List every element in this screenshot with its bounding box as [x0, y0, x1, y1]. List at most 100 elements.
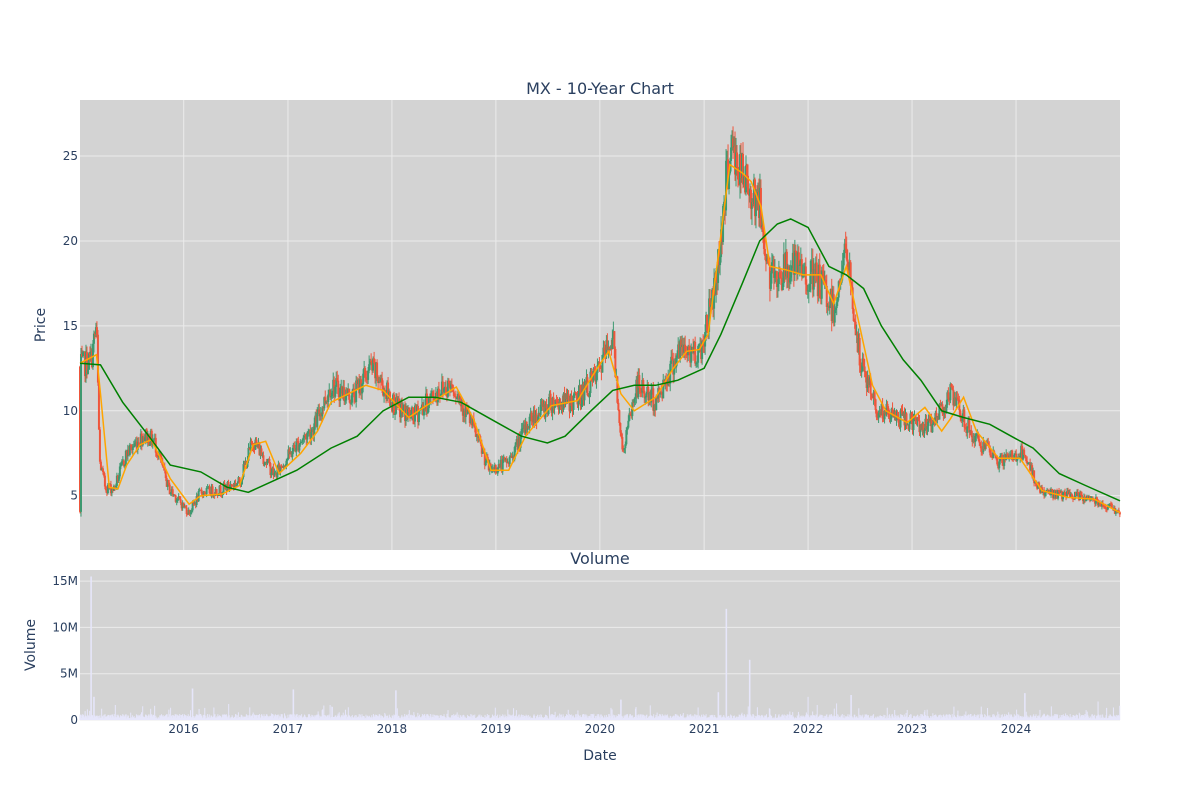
volume-y-tick-label: 5M [60, 667, 78, 681]
candle-body [205, 488, 208, 494]
volume-bar [662, 715, 664, 720]
volume-bar [125, 714, 127, 720]
volume-bar [81, 718, 83, 720]
volume-bar [970, 713, 972, 720]
volume-bar [171, 716, 173, 720]
volume-bar [170, 707, 172, 720]
volume-bar [649, 705, 651, 720]
volume-bar [99, 715, 101, 720]
volume-bar [285, 718, 287, 720]
volume-bar [490, 717, 492, 720]
volume-bar [426, 718, 428, 720]
volume-bar [758, 714, 760, 720]
volume-bar [641, 715, 643, 720]
volume-bar [416, 716, 418, 720]
candle-body [1043, 489, 1046, 496]
candle-body [184, 505, 187, 508]
volume-bar [696, 715, 698, 720]
volume-bar [1063, 715, 1065, 720]
volume-bar [958, 715, 960, 720]
volume-bar [88, 716, 90, 720]
volume-bar [345, 718, 347, 720]
candle-body [280, 465, 283, 468]
candle-body [128, 444, 131, 455]
volume-bar [1074, 717, 1076, 720]
volume-bar [441, 716, 443, 720]
volume-bar [134, 718, 136, 720]
candle-body [961, 418, 964, 422]
volume-bar [180, 714, 182, 720]
volume-bar [427, 714, 429, 720]
volume-bar [392, 718, 394, 720]
volume-bar [394, 715, 396, 720]
volume-bar [540, 715, 542, 720]
candle-body [110, 489, 113, 494]
volume-bar [829, 714, 831, 720]
volume-bar [951, 718, 953, 720]
volume-bar [358, 716, 360, 720]
candle-body [951, 387, 954, 390]
volume-bar [638, 715, 640, 720]
volume-bar [276, 715, 278, 720]
volume-bar [219, 716, 221, 720]
volume-bar [323, 705, 325, 720]
volume-bar [1098, 717, 1100, 720]
volume-bar [652, 717, 654, 720]
volume-bar [702, 714, 704, 720]
volume-bar [445, 717, 447, 720]
volume-bar [951, 714, 953, 720]
volume-bar [732, 715, 734, 720]
candle-body [863, 366, 866, 372]
volume-bar [312, 717, 314, 720]
candle-body [208, 486, 211, 494]
volume-bar [919, 715, 921, 720]
volume-bar [218, 716, 220, 720]
volume-bar [398, 716, 400, 720]
volume-bar [764, 715, 766, 720]
candle-body [807, 290, 810, 292]
candle-body [242, 464, 245, 478]
candle-body [644, 397, 647, 399]
candle-body [215, 489, 218, 494]
volume-bar [242, 716, 244, 720]
volume-bar [747, 714, 749, 720]
volume-bar [800, 715, 802, 720]
volume-bar [898, 716, 900, 720]
volume-bar [519, 717, 521, 720]
volume-bar [456, 712, 458, 720]
volume-bar [787, 714, 789, 720]
volume-bar [799, 717, 801, 720]
candle-body [266, 461, 269, 464]
volume-bar [241, 717, 243, 720]
candle-body [1019, 455, 1022, 459]
volume-bar [891, 714, 893, 720]
candle-body [628, 413, 631, 421]
volume-bar [764, 717, 766, 720]
volume-bar [775, 717, 777, 720]
volume-bar [526, 717, 528, 720]
volume-bar [877, 716, 879, 720]
volume-bar [379, 714, 381, 720]
volume-bar [707, 717, 709, 720]
candle-body [634, 396, 637, 399]
volume-bar [335, 715, 337, 720]
volume-bar [294, 714, 296, 720]
volume-bar [937, 716, 939, 720]
candle-body [171, 489, 174, 495]
volume-bar [175, 714, 177, 720]
volume-bar [538, 717, 540, 720]
candle-body [834, 308, 837, 311]
volume-bar [503, 717, 505, 720]
candle-body [869, 379, 872, 394]
volume-bar [1013, 718, 1015, 720]
volume-bar [1096, 715, 1098, 720]
volume-bar [646, 714, 648, 720]
candle-body [387, 382, 390, 399]
candle-body [344, 400, 347, 402]
volume-y-tick-label: 0 [70, 713, 78, 727]
volume-bar [938, 715, 940, 720]
volume-bar [462, 717, 464, 720]
candle-body [483, 452, 486, 466]
candle-body [544, 404, 547, 418]
volume-bar [442, 716, 444, 720]
